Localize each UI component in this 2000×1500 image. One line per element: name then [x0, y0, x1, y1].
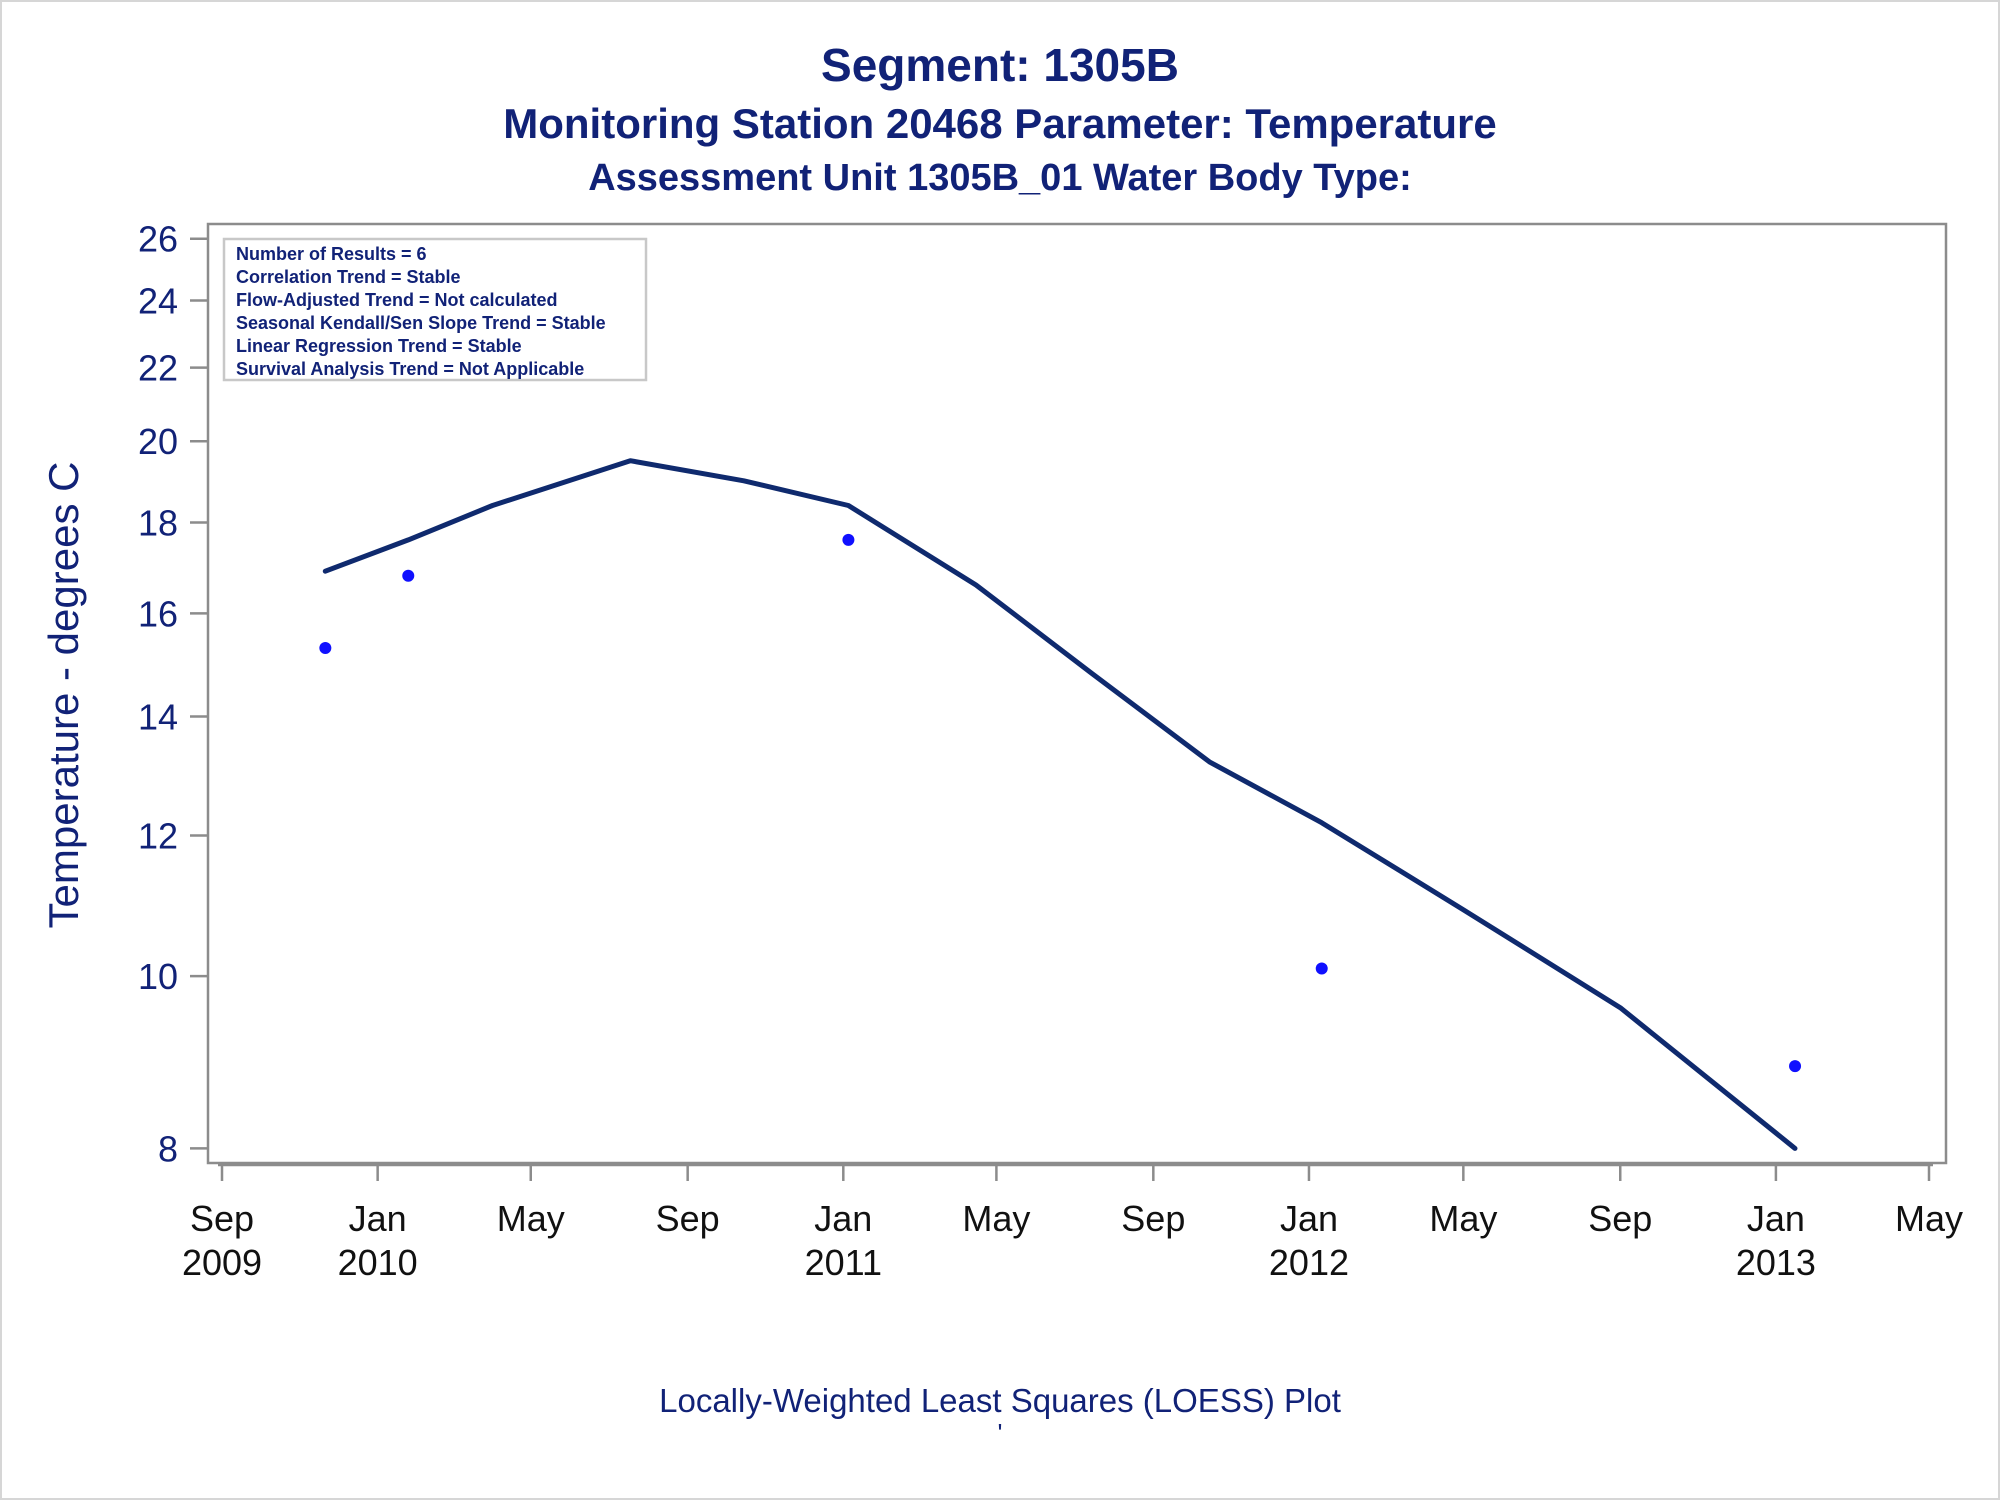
- x-tick-year-label: 2009: [182, 1242, 262, 1283]
- data-point: [319, 641, 332, 654]
- x-tick-year-label: 2013: [1736, 1242, 1816, 1283]
- legend-line: Number of Results = 6: [236, 244, 427, 264]
- x-tick-label: Sep: [190, 1198, 254, 1239]
- x-tick-year-label: 2010: [338, 1242, 418, 1283]
- x-tick-label: Sep: [656, 1198, 720, 1239]
- y-tick-label: 12: [138, 815, 178, 856]
- x-tick-label: May: [1895, 1198, 1963, 1239]
- legend-line: Correlation Trend = Stable: [236, 267, 461, 287]
- data-point: [842, 533, 855, 546]
- y-tick-label: 24: [138, 280, 178, 321]
- legend-line: Survival Analysis Trend = Not Applicable: [236, 359, 584, 379]
- y-tick-label: 20: [138, 421, 178, 462]
- y-tick-label: 10: [138, 956, 178, 997]
- chart-title: Segment: 1305B: [821, 39, 1179, 91]
- x-tick-label: Sep: [1121, 1198, 1185, 1239]
- trend-legend: Number of Results = 6 Correlation Trend =…: [222, 237, 648, 382]
- x-tick-year-label: 2012: [1269, 1242, 1349, 1283]
- x-tick-label: Jan: [349, 1198, 407, 1239]
- x-tick-label: May: [962, 1198, 1030, 1239]
- y-axis: 8 10 12 14 16 18 20 22 24 26: [138, 219, 208, 1169]
- y-tick-label: 8: [158, 1128, 178, 1169]
- legend-box: [222, 237, 648, 382]
- legend-line: Flow-Adjusted Trend = Not calculated: [236, 290, 558, 310]
- y-tick-label: 22: [138, 348, 178, 389]
- data-point: [1789, 1060, 1802, 1073]
- x-tick-label: Sep: [1588, 1198, 1652, 1239]
- loess-curve: [322, 458, 1798, 1151]
- data-point: [402, 569, 415, 582]
- chart-subtitle: Monitoring Station 20468 Parameter: Temp…: [503, 100, 1497, 147]
- footnote: Locally-Weighted Least Squares (LOESS) P…: [659, 1382, 1341, 1419]
- y-tick-label: 18: [138, 503, 178, 544]
- x-tick-label: Jan: [1747, 1198, 1805, 1239]
- y-tick-label: 26: [138, 219, 178, 260]
- x-tick-label: Jan: [1280, 1198, 1338, 1239]
- chart-subtitle-2: Assessment Unit 1305B_01 Water Body Type…: [588, 157, 1412, 199]
- y-axis-label: Temperature - degrees C: [40, 462, 87, 929]
- x-tick-year-label: 2011: [805, 1242, 882, 1283]
- y-tick-label: 16: [138, 593, 178, 634]
- plot-area: [206, 222, 1948, 1165]
- x-tick-label: May: [497, 1198, 565, 1239]
- data-point: [1315, 962, 1328, 975]
- x-tick-label: Jan: [814, 1198, 872, 1239]
- x-tick-label: May: [1429, 1198, 1497, 1239]
- y-tick-label: 14: [138, 696, 178, 737]
- legend-line: Linear Regression Trend = Stable: [236, 336, 522, 356]
- legend-line: Seasonal Kendall/Sen Slope Trend = Stabl…: [236, 313, 606, 333]
- footnote-mark: ': [997, 1418, 1003, 1448]
